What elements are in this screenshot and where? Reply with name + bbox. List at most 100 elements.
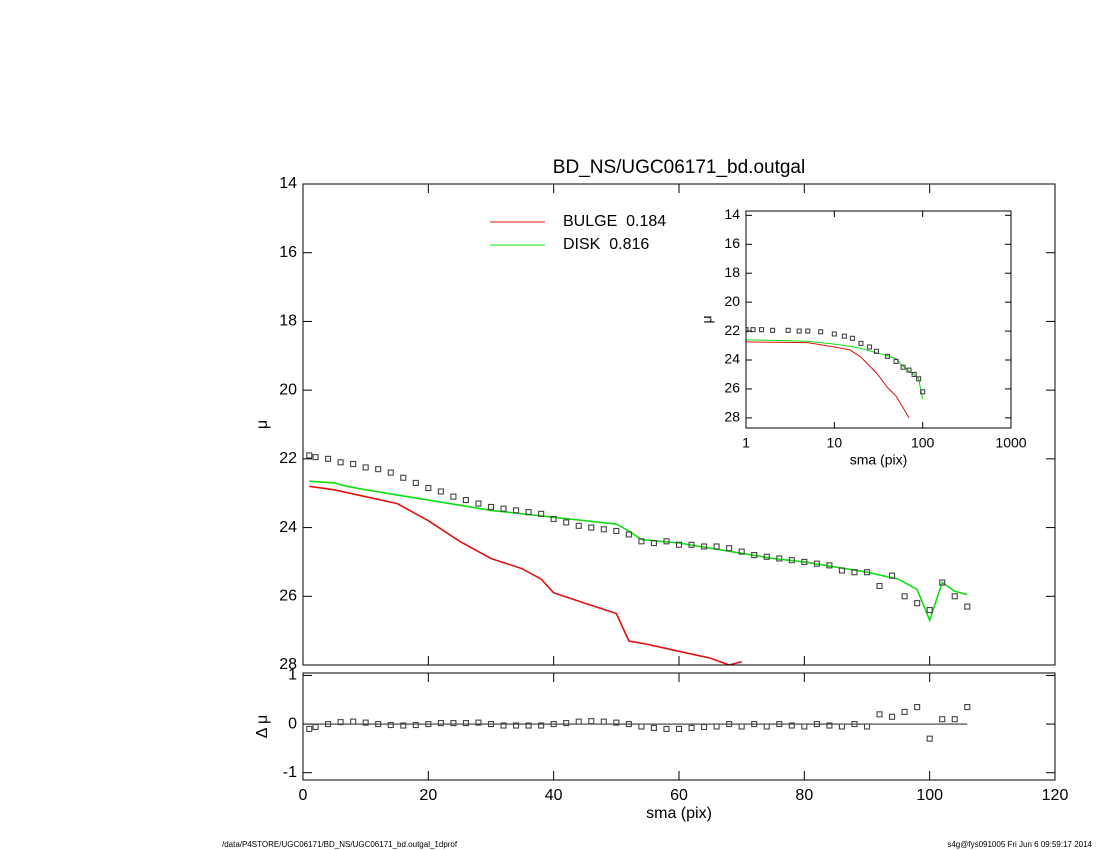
data-point: [362, 464, 369, 471]
data-point: [951, 716, 958, 723]
data-point: [462, 497, 469, 504]
data-point: [675, 725, 683, 732]
data-point: [788, 557, 795, 564]
data-point: [613, 719, 620, 726]
y-tick-label: 16: [724, 235, 740, 251]
data-point: [575, 522, 582, 529]
data-point: [437, 488, 444, 495]
data-point: [563, 720, 570, 727]
data-point: [801, 558, 808, 565]
data-point: [900, 364, 906, 370]
data-point: [613, 527, 620, 535]
data-point: [713, 723, 720, 730]
data-point: [350, 718, 357, 725]
data-point: [788, 722, 795, 729]
data-point: [838, 567, 845, 574]
data-point: [851, 569, 858, 576]
data-point: [750, 327, 756, 333]
data-point: [866, 344, 873, 350]
data-point: [726, 721, 733, 728]
y-tick-label: -1: [283, 764, 297, 781]
y-tick-label: 24: [279, 519, 297, 536]
data-point: [813, 560, 820, 567]
data-point: [312, 454, 319, 461]
x-tick-label: 0: [299, 787, 308, 804]
data-point: [776, 721, 783, 728]
data-point: [400, 474, 407, 481]
data-point: [796, 328, 802, 334]
data-point: [538, 510, 545, 517]
data-point: [964, 603, 971, 610]
y-tick-label: 28: [724, 409, 740, 425]
data-point: [805, 328, 811, 334]
data-point: [889, 572, 896, 579]
data-point: [600, 718, 607, 725]
series-line: [746, 341, 910, 419]
y-tick-label: 14: [724, 206, 740, 222]
y-axis-label: μ: [254, 420, 271, 429]
data-point: [500, 505, 507, 512]
data-point: [450, 720, 457, 727]
y-tick-label: 16: [279, 244, 297, 261]
data-point: [638, 538, 645, 545]
data-point: [650, 539, 657, 547]
data-point: [901, 593, 908, 600]
data-point: [337, 459, 344, 466]
data-point: [701, 723, 708, 731]
data-point: [726, 545, 733, 552]
data-point: [600, 526, 607, 533]
data-point: [831, 331, 837, 337]
data-point: [838, 723, 845, 730]
data-point: [675, 541, 683, 548]
data-point: [926, 735, 933, 742]
y-tick-label: 26: [724, 380, 740, 396]
data-point: [770, 327, 776, 333]
data-point: [625, 531, 632, 538]
series-line: [309, 485, 742, 665]
data-point: [550, 515, 557, 523]
data-point: [688, 724, 695, 732]
data-point: [650, 724, 657, 732]
data-point: [575, 718, 582, 725]
data-point: [911, 371, 917, 378]
plot-area: [746, 327, 926, 419]
data-point: [776, 555, 783, 562]
data-point: [876, 582, 883, 590]
x-axis-label: sma (pix): [646, 805, 712, 822]
data-point: [901, 708, 908, 715]
data-point: [350, 460, 357, 468]
data-point: [450, 493, 457, 500]
data-point: [550, 721, 557, 728]
y-tick-label: 0: [288, 715, 297, 732]
x-tick-label: 120: [1042, 787, 1069, 804]
data-point: [914, 703, 921, 711]
data-point: [487, 721, 495, 728]
data-point: [849, 335, 855, 341]
y-tick-label: 18: [724, 264, 740, 280]
data-point: [858, 340, 864, 346]
data-point: [375, 466, 382, 473]
series-line: [309, 480, 968, 623]
data-point: [663, 725, 670, 732]
data-point: [841, 333, 847, 339]
data-point: [475, 500, 482, 507]
data-point: [926, 606, 933, 614]
data-point: [638, 723, 645, 730]
legend-label: DISK 0.816: [563, 236, 649, 253]
data-point: [588, 524, 595, 531]
x-tick-label: 40: [545, 787, 563, 804]
y-tick-label: 26: [279, 588, 297, 605]
data-point: [751, 552, 758, 559]
data-point: [863, 569, 871, 576]
x-tick-label: 100: [911, 435, 935, 451]
data-point: [863, 723, 871, 730]
data-point: [851, 721, 858, 728]
data-point: [893, 358, 899, 365]
data-point: [306, 452, 313, 459]
data-point: [746, 327, 749, 333]
data-point: [563, 519, 570, 526]
data-point: [873, 348, 880, 354]
data-point: [487, 503, 495, 511]
y-axis-label: Δ μ: [254, 715, 271, 738]
data-point: [375, 721, 382, 728]
